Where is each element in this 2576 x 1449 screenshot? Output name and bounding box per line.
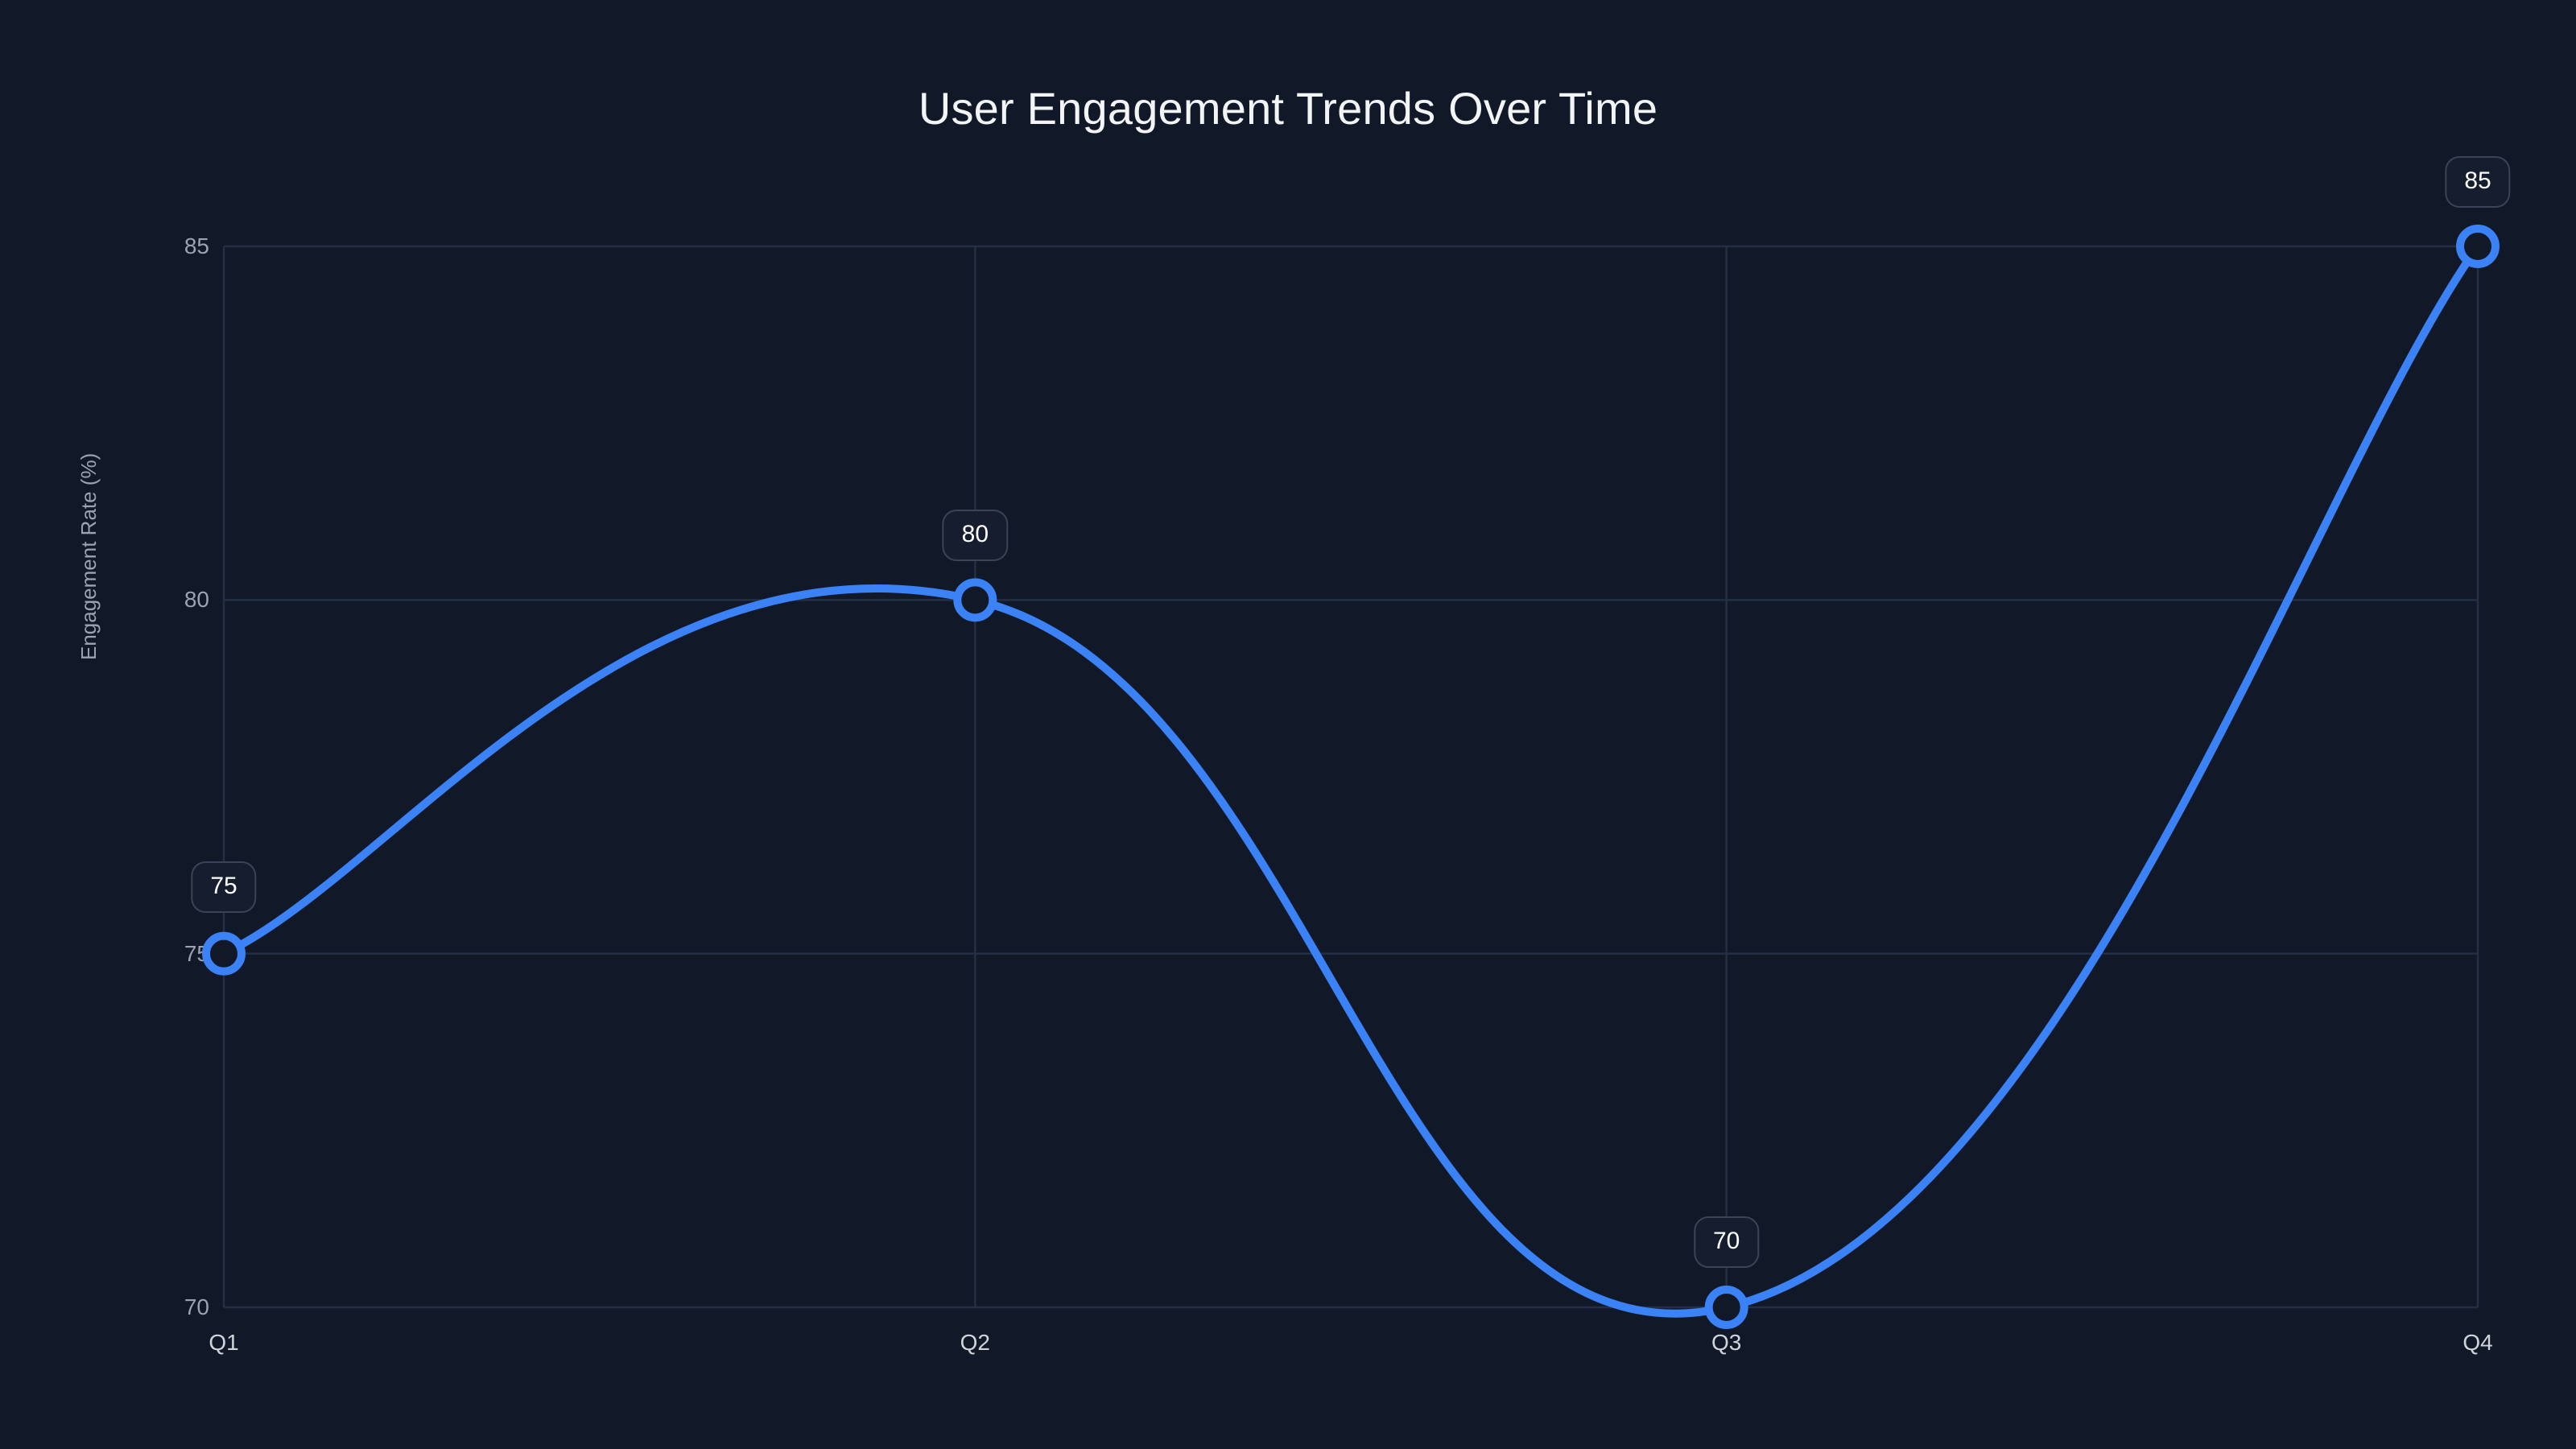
x-axis-tick-q4: Q4: [2462, 1330, 2493, 1355]
data-point-marker-q4[interactable]: [2456, 225, 2500, 268]
x-axis-tick-q3: Q3: [1711, 1330, 1742, 1355]
data-label-q4: 85: [2445, 156, 2511, 208]
data-label-q3: 70: [1693, 1216, 1760, 1268]
data-point-markers: [202, 225, 2500, 1329]
data-label-q1: 75: [191, 861, 257, 913]
data-line-engagement-rate: [220, 242, 2482, 1318]
data-point-marker-q2[interactable]: [953, 578, 997, 622]
data-point-marker-q3[interactable]: [1704, 1286, 1748, 1329]
x-axis-tick-q2: Q2: [960, 1330, 991, 1355]
y-axis-tick-80: 80: [184, 587, 209, 613]
gridlines: [222, 245, 2479, 1309]
x-axis-tick-q1: Q1: [208, 1330, 239, 1355]
data-label-q2: 80: [942, 510, 1009, 562]
data-point-marker-q1[interactable]: [202, 931, 246, 976]
y-axis-tick-85: 85: [184, 233, 209, 258]
page-title: User Engagement Trends Over Time: [918, 83, 1658, 134]
y-axis-tick-70: 70: [184, 1294, 209, 1319]
